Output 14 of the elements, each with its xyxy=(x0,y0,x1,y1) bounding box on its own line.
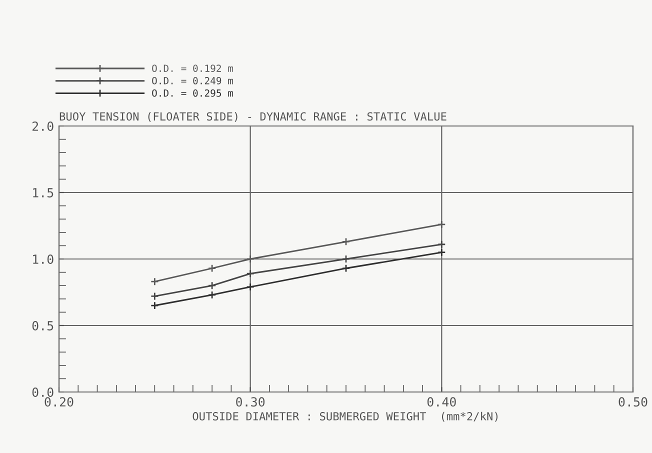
text: O.D. = 0.249 m xyxy=(152,77,234,84)
y-tick-label: 0.5 xyxy=(32,321,54,330)
x-tick-label: 0.50 xyxy=(618,397,648,407)
x-tick-label: 0.30 xyxy=(236,397,265,407)
y-tick-label: 1.5 xyxy=(33,188,54,198)
x-tick-label: 0.20 xyxy=(44,397,74,407)
y-tick-label: 0.0 xyxy=(32,388,54,397)
chart-title: BUOY TENSION (FLOATER SIDE) - DYNAMIC RANGE : STATIC VALUE xyxy=(60,112,446,122)
y-tick-label: 1.0 xyxy=(33,254,54,264)
text: O.D. = 0.192 m xyxy=(152,64,234,72)
x-tick-label: 0.40 xyxy=(427,397,456,407)
y-tick-label: 2.0 xyxy=(32,122,54,131)
x-axis-title: OUTSIDE DIAMETER : SUBMERGED WEIGHT (mm*2/kN) xyxy=(192,412,498,422)
text: O.D. = 0.295 m xyxy=(152,89,234,97)
